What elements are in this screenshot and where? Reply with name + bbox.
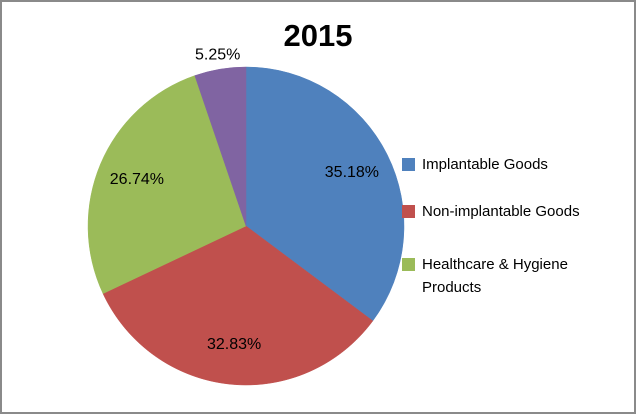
pie-slice-3 xyxy=(194,66,247,227)
chart-title: 2015 xyxy=(283,18,353,53)
pie-slice-1 xyxy=(102,225,374,386)
pie-slice-2 xyxy=(87,75,247,294)
data-label-2: 26.74% xyxy=(110,171,164,188)
data-label-0: 35.18% xyxy=(325,164,379,181)
data-label-3: 5.25% xyxy=(195,47,240,64)
pie-slice-0 xyxy=(245,66,405,322)
data-label-1: 32.83% xyxy=(207,336,261,353)
